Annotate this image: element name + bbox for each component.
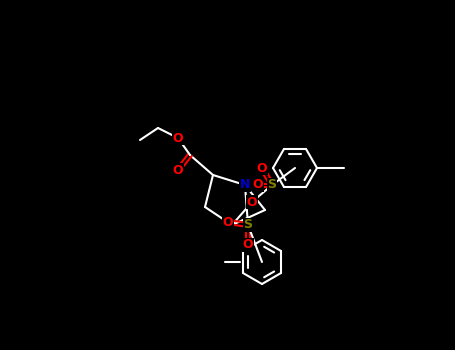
Text: O: O xyxy=(257,161,268,175)
Text: N: N xyxy=(240,178,250,191)
Text: O: O xyxy=(253,178,263,191)
Text: O: O xyxy=(222,216,233,229)
Text: O: O xyxy=(173,163,183,176)
Text: S: S xyxy=(268,178,277,191)
Text: S: S xyxy=(243,218,253,231)
Text: O: O xyxy=(243,238,253,252)
Text: O: O xyxy=(247,196,258,209)
Text: O: O xyxy=(173,132,183,145)
